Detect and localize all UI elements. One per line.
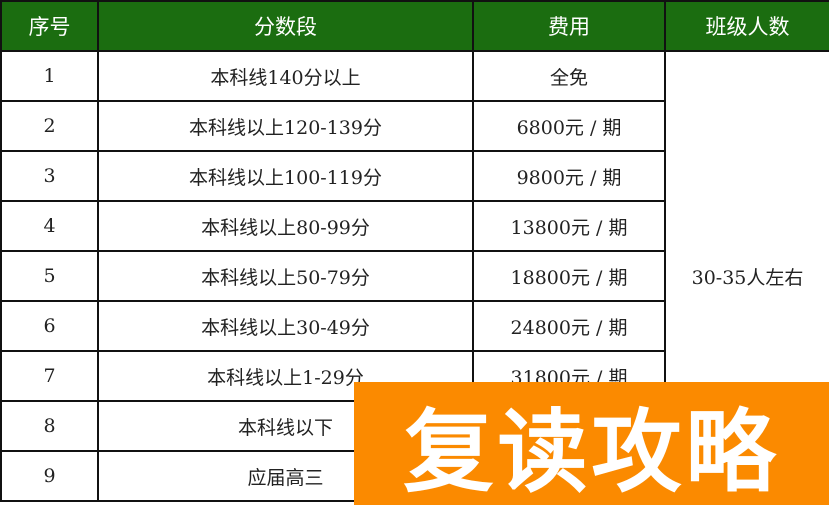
cell-no: 4 — [0, 200, 99, 252]
table-row: 6 本科线以上30-49分 24800元 / 期 — [0, 300, 829, 352]
cell-range: 本科线140分以上 — [97, 50, 474, 102]
cell-no: 3 — [0, 150, 99, 202]
cell-range: 本科线以上80-99分 — [97, 200, 474, 252]
cell-no: 2 — [0, 100, 99, 152]
table-row: 4 本科线以上80-99分 13800元 / 期 — [0, 200, 829, 252]
cell-fee: 全免 — [472, 50, 666, 102]
cell-no: 8 — [0, 400, 99, 452]
header-range: 分数段 — [97, 0, 474, 52]
cell-range: 本科线以上100-119分 — [97, 150, 474, 202]
cell-no: 7 — [0, 350, 99, 402]
header-class-size: 班级人数 — [664, 0, 829, 52]
cell-no: 6 — [0, 300, 99, 352]
cell-range: 本科线以上120-139分 — [97, 100, 474, 152]
header-no: 序号 — [0, 0, 99, 52]
cell-no: 9 — [0, 450, 99, 502]
cell-range: 本科线以上30-49分 — [97, 300, 474, 352]
cell-fee: 13800元 / 期 — [472, 200, 666, 252]
table-row: 2 本科线以上120-139分 6800元 / 期 — [0, 100, 829, 152]
table-row: 3 本科线以上100-119分 9800元 / 期 — [0, 150, 829, 202]
table-row: 1 本科线140分以上 全免 30-35人左右 — [0, 50, 829, 502]
header-fee: 费用 — [472, 0, 666, 52]
cell-fee: 18800元 / 期 — [472, 250, 666, 302]
table-row: 5 本科线以上50-79分 18800元 / 期 — [0, 250, 829, 302]
cell-no: 1 — [0, 50, 99, 102]
cell-fee: 9800元 / 期 — [472, 150, 666, 202]
cell-fee: 24800元 / 期 — [472, 300, 666, 352]
cell-fee: 6800元 / 期 — [472, 100, 666, 152]
table-header: 序号 分数段 费用 班级人数 — [0, 0, 829, 52]
cell-range: 本科线以上50-79分 — [97, 250, 474, 302]
cell-no: 5 — [0, 250, 99, 302]
overlay-banner: 复读攻略 — [354, 382, 829, 505]
